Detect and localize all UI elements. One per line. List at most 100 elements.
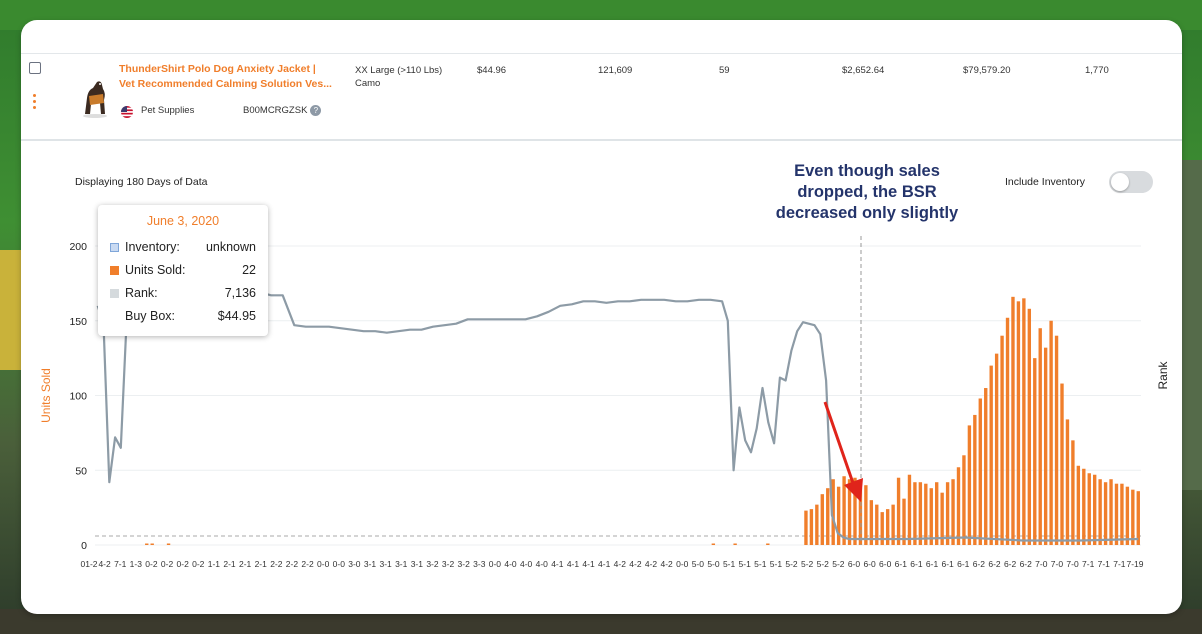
x-tick-label: 2-2 — [286, 559, 299, 569]
chart-tooltip: June 3, 2020 Inventory: unknown Units So… — [98, 205, 268, 336]
x-tick-label: 5-1 — [739, 559, 752, 569]
bar — [902, 498, 906, 545]
x-tick-label: 5-1 — [770, 559, 783, 569]
x-tick-label: 3-2 — [458, 559, 471, 569]
tooltip-inventory-label: Inventory: — [125, 240, 180, 254]
x-tick-label: 2-2 — [301, 559, 314, 569]
more-options-icon[interactable] — [33, 94, 37, 112]
product-card: ThunderShirt Polo Dog Anxiety Jacket | V… — [21, 20, 1182, 614]
tooltip-units-value: 22 — [242, 263, 256, 277]
bar — [1065, 419, 1070, 545]
bar — [885, 509, 890, 545]
x-tick-label: 4-2 — [629, 559, 642, 569]
x-tick-label: 5-1 — [723, 559, 736, 569]
x-tick-label: 2-1 — [239, 559, 252, 569]
bar — [935, 482, 939, 545]
bar — [1109, 479, 1113, 545]
x-tick-label: 3-1 — [395, 559, 408, 569]
bar — [809, 509, 814, 545]
x-tick-label: 6-2 — [988, 559, 1001, 569]
bar — [978, 398, 982, 545]
tooltip-row-inventory: Inventory: unknown — [110, 240, 256, 256]
x-tick-label: 4-1 — [551, 559, 564, 569]
bar — [1131, 489, 1135, 545]
x-tick-label: 1-3 — [130, 559, 143, 569]
row-checkbox[interactable] — [29, 62, 41, 74]
variant-cell: XX Large (>110 Lbs) Camo — [355, 64, 442, 90]
bar — [858, 488, 863, 545]
asin-label: B00MCRGZSK? — [243, 105, 322, 116]
product-title-line2: Vet Recommended Calming Solution Ves... — [119, 78, 332, 90]
bar — [853, 477, 857, 545]
revenue-total-cell: $79,579.20 — [963, 65, 1011, 76]
bar — [875, 504, 879, 545]
units-swatch — [110, 266, 119, 275]
x-tick-label: 6-1 — [942, 559, 955, 569]
x-tick-label: 2-2 — [270, 559, 283, 569]
bar — [733, 543, 737, 545]
tooltip-inventory-value: unknown — [205, 240, 256, 254]
x-tick-label: 7-0 — [1051, 559, 1064, 569]
x-tick-label: 6-1 — [910, 559, 923, 569]
x-tick-label: 4-1 — [582, 559, 595, 569]
x-tick-label: 3-2 — [442, 559, 455, 569]
x-tick-label: 5-0 — [692, 559, 705, 569]
x-tick-label: 01-2 — [80, 559, 97, 569]
x-tick-label: 5-1 — [754, 559, 767, 569]
x-tick-label: 0-0 — [333, 559, 346, 569]
bar — [918, 482, 923, 545]
bar — [1027, 308, 1032, 545]
bar — [847, 479, 852, 545]
bar — [956, 467, 961, 545]
x-tick-label: 6-1 — [895, 559, 908, 569]
x-tick-label: 0-2 — [161, 559, 174, 569]
x-tick-label: 7-19 — [1126, 559, 1143, 569]
x-tick-label: 5-2 — [801, 559, 814, 569]
bar — [820, 494, 824, 545]
tooltip-buybox-label: Buy Box: — [125, 309, 176, 323]
x-tick-label: 0-2 — [145, 559, 158, 569]
bar — [1033, 358, 1037, 545]
bar — [907, 474, 912, 545]
bar — [1043, 347, 1048, 545]
bar — [962, 455, 966, 545]
x-tick-label: 0-0 — [676, 559, 689, 569]
x-tick-labels: 01-2 4-2 7-1 1-3 0-2 0-2 0-2 0-2 1-1 2-1 2-1 2-1 2-2… — [80, 559, 1143, 569]
x-tick-label: 6-0 — [863, 559, 876, 569]
bar — [1038, 328, 1042, 545]
bar — [1071, 440, 1075, 545]
x-tick-label: 3-1 — [379, 559, 392, 569]
bar — [973, 414, 977, 545]
bar — [891, 504, 895, 545]
bar — [1000, 335, 1004, 545]
last-cell: 1,770 — [1085, 65, 1109, 76]
x-tick-label: 5-2 — [785, 559, 798, 569]
x-tick-label: 6-1 — [957, 559, 970, 569]
x-tick-label: 7-1 — [1113, 559, 1126, 569]
bar — [951, 479, 955, 545]
bar — [166, 543, 171, 545]
tooltip-date: June 3, 2020 — [146, 214, 220, 228]
bar — [984, 388, 988, 545]
tooltip-row-buybox: Buy Box: $44.95 — [110, 309, 256, 325]
bar — [929, 488, 933, 545]
product-title-link[interactable]: ThunderShirt Polo Dog Anxiety Jacket | V… — [119, 62, 354, 92]
x-tick-label: 4-2 — [660, 559, 673, 569]
help-icon[interactable]: ? — [310, 105, 322, 116]
x-tick-label: 7-0 — [1035, 559, 1048, 569]
bar — [1022, 298, 1026, 545]
bar — [994, 353, 999, 545]
toggle-knob — [1111, 173, 1129, 191]
bar — [1103, 482, 1108, 545]
y-axis-label: Units Sold — [39, 368, 53, 423]
product-category: Pet Supplies — [141, 105, 195, 116]
bar — [1120, 483, 1124, 545]
bar — [804, 510, 808, 545]
annotation-arrow-head — [844, 478, 863, 502]
x-tick-label: 7-1 — [114, 559, 127, 569]
inventory-swatch — [110, 243, 119, 252]
rank-cell: 121,609 — [598, 65, 633, 76]
bar — [913, 482, 917, 545]
include-inventory-toggle[interactable] — [1109, 171, 1153, 193]
